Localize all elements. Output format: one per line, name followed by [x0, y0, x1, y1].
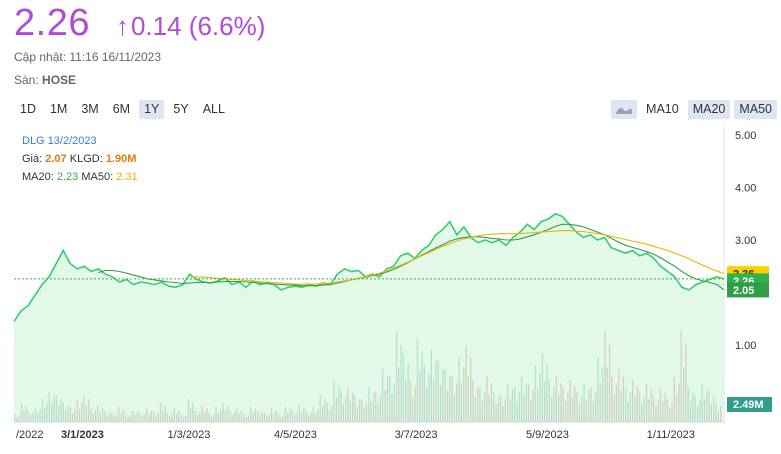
range-1y-button[interactable]: 1Y	[139, 100, 165, 119]
tooltip-ma50-label: MA50:	[81, 171, 114, 183]
ma20-tag-label: 2.05	[733, 285, 754, 297]
tooltip-ma20-value: 2.23	[56, 171, 79, 183]
tooltip-price-label: Giá:	[22, 153, 43, 165]
exchange: Sàn: HOSE	[14, 73, 76, 87]
x-tick-label: 3/7/2023	[395, 429, 438, 441]
range-all-button[interactable]: ALL	[202, 102, 225, 116]
tooltip-volume-label: KLGD:	[69, 153, 103, 165]
range-1m-button[interactable]: 1M	[49, 102, 68, 116]
range-5y-button[interactable]: 5Y	[173, 102, 189, 116]
price-change: ↑0.14 (6.6%)	[116, 11, 265, 42]
x-tick-label: 3/1/2023	[61, 429, 104, 441]
ma50-line	[189, 230, 725, 285]
y-tick-label: 3.00	[735, 235, 756, 247]
ma10-toggle[interactable]: MA10	[646, 102, 679, 116]
quote-header: 2.26 ↑0.14 (6.6%)	[14, 2, 265, 44]
price-change-value: 0.14 (6.6%)	[130, 11, 266, 41]
area-chart-icon[interactable]	[611, 100, 638, 119]
up-arrow-icon: ↑	[115, 11, 129, 41]
ma20-tag-box	[727, 282, 769, 298]
tooltip-price-volume: Giá: 2.07 KLGD: 1.90M	[22, 152, 136, 166]
current-price: 2.26	[14, 2, 90, 44]
y-axis: 5.00 4.00 3.00 1.00	[735, 130, 756, 352]
updated-value: 11:16 16/11/2023	[69, 50, 162, 64]
y-tick-label: 5.00	[735, 130, 756, 142]
y-tick-label: 4.00	[735, 183, 756, 195]
range-6m-button[interactable]: 6M	[112, 102, 131, 116]
last-updated: Cập nhật: 11:16 16/11/2023	[14, 50, 161, 64]
volume-value-tag: 2.49M	[727, 397, 772, 412]
x-tick-label: 5/9/2023	[526, 429, 569, 441]
x-tick-label: 1/11/2023	[647, 429, 695, 441]
tooltip-ma-values: MA20: 2.23 MA50: 2.31	[22, 170, 138, 184]
range-selector: 1D 1M 3M 6M 1Y 5Y ALL	[15, 100, 230, 119]
price-area-fill	[14, 213, 724, 422]
indicator-toggles: MA10 MA20 MA50	[611, 100, 777, 119]
updated-label: Cập nhật:	[14, 50, 67, 64]
tooltip-ma20-label: MA20:	[22, 171, 54, 183]
exchange-label: Sàn:	[14, 73, 39, 87]
tooltip-price-value: 2.07	[45, 153, 67, 165]
x-tick-label: 4/5/2023	[274, 429, 317, 441]
tooltip-symbol-date: DLG 13/2/2023	[22, 135, 97, 147]
tooltip-ma50-value: 2.31	[116, 171, 138, 183]
volume-tag-box	[727, 397, 772, 412]
x-tick-label: /2022	[16, 429, 44, 441]
range-1d-button[interactable]: 1D	[20, 102, 36, 116]
range-3m-button[interactable]: 3M	[81, 102, 99, 116]
tooltip-volume-value: 1.90M	[105, 153, 137, 165]
exchange-value: HOSE	[42, 73, 77, 87]
y-tick-label: 1.00	[735, 340, 756, 352]
volume-tag-label: 2.49M	[733, 399, 764, 411]
ma20-value-tag: 2.05	[727, 282, 769, 298]
ma50-toggle[interactable]: MA50	[734, 100, 777, 119]
x-tick-label: 1/3/2023	[168, 429, 211, 441]
ma20-toggle[interactable]: MA20	[687, 100, 731, 119]
x-axis: /2022 3/1/2023 1/3/2023 4/5/2023 3/7/202…	[16, 429, 695, 441]
